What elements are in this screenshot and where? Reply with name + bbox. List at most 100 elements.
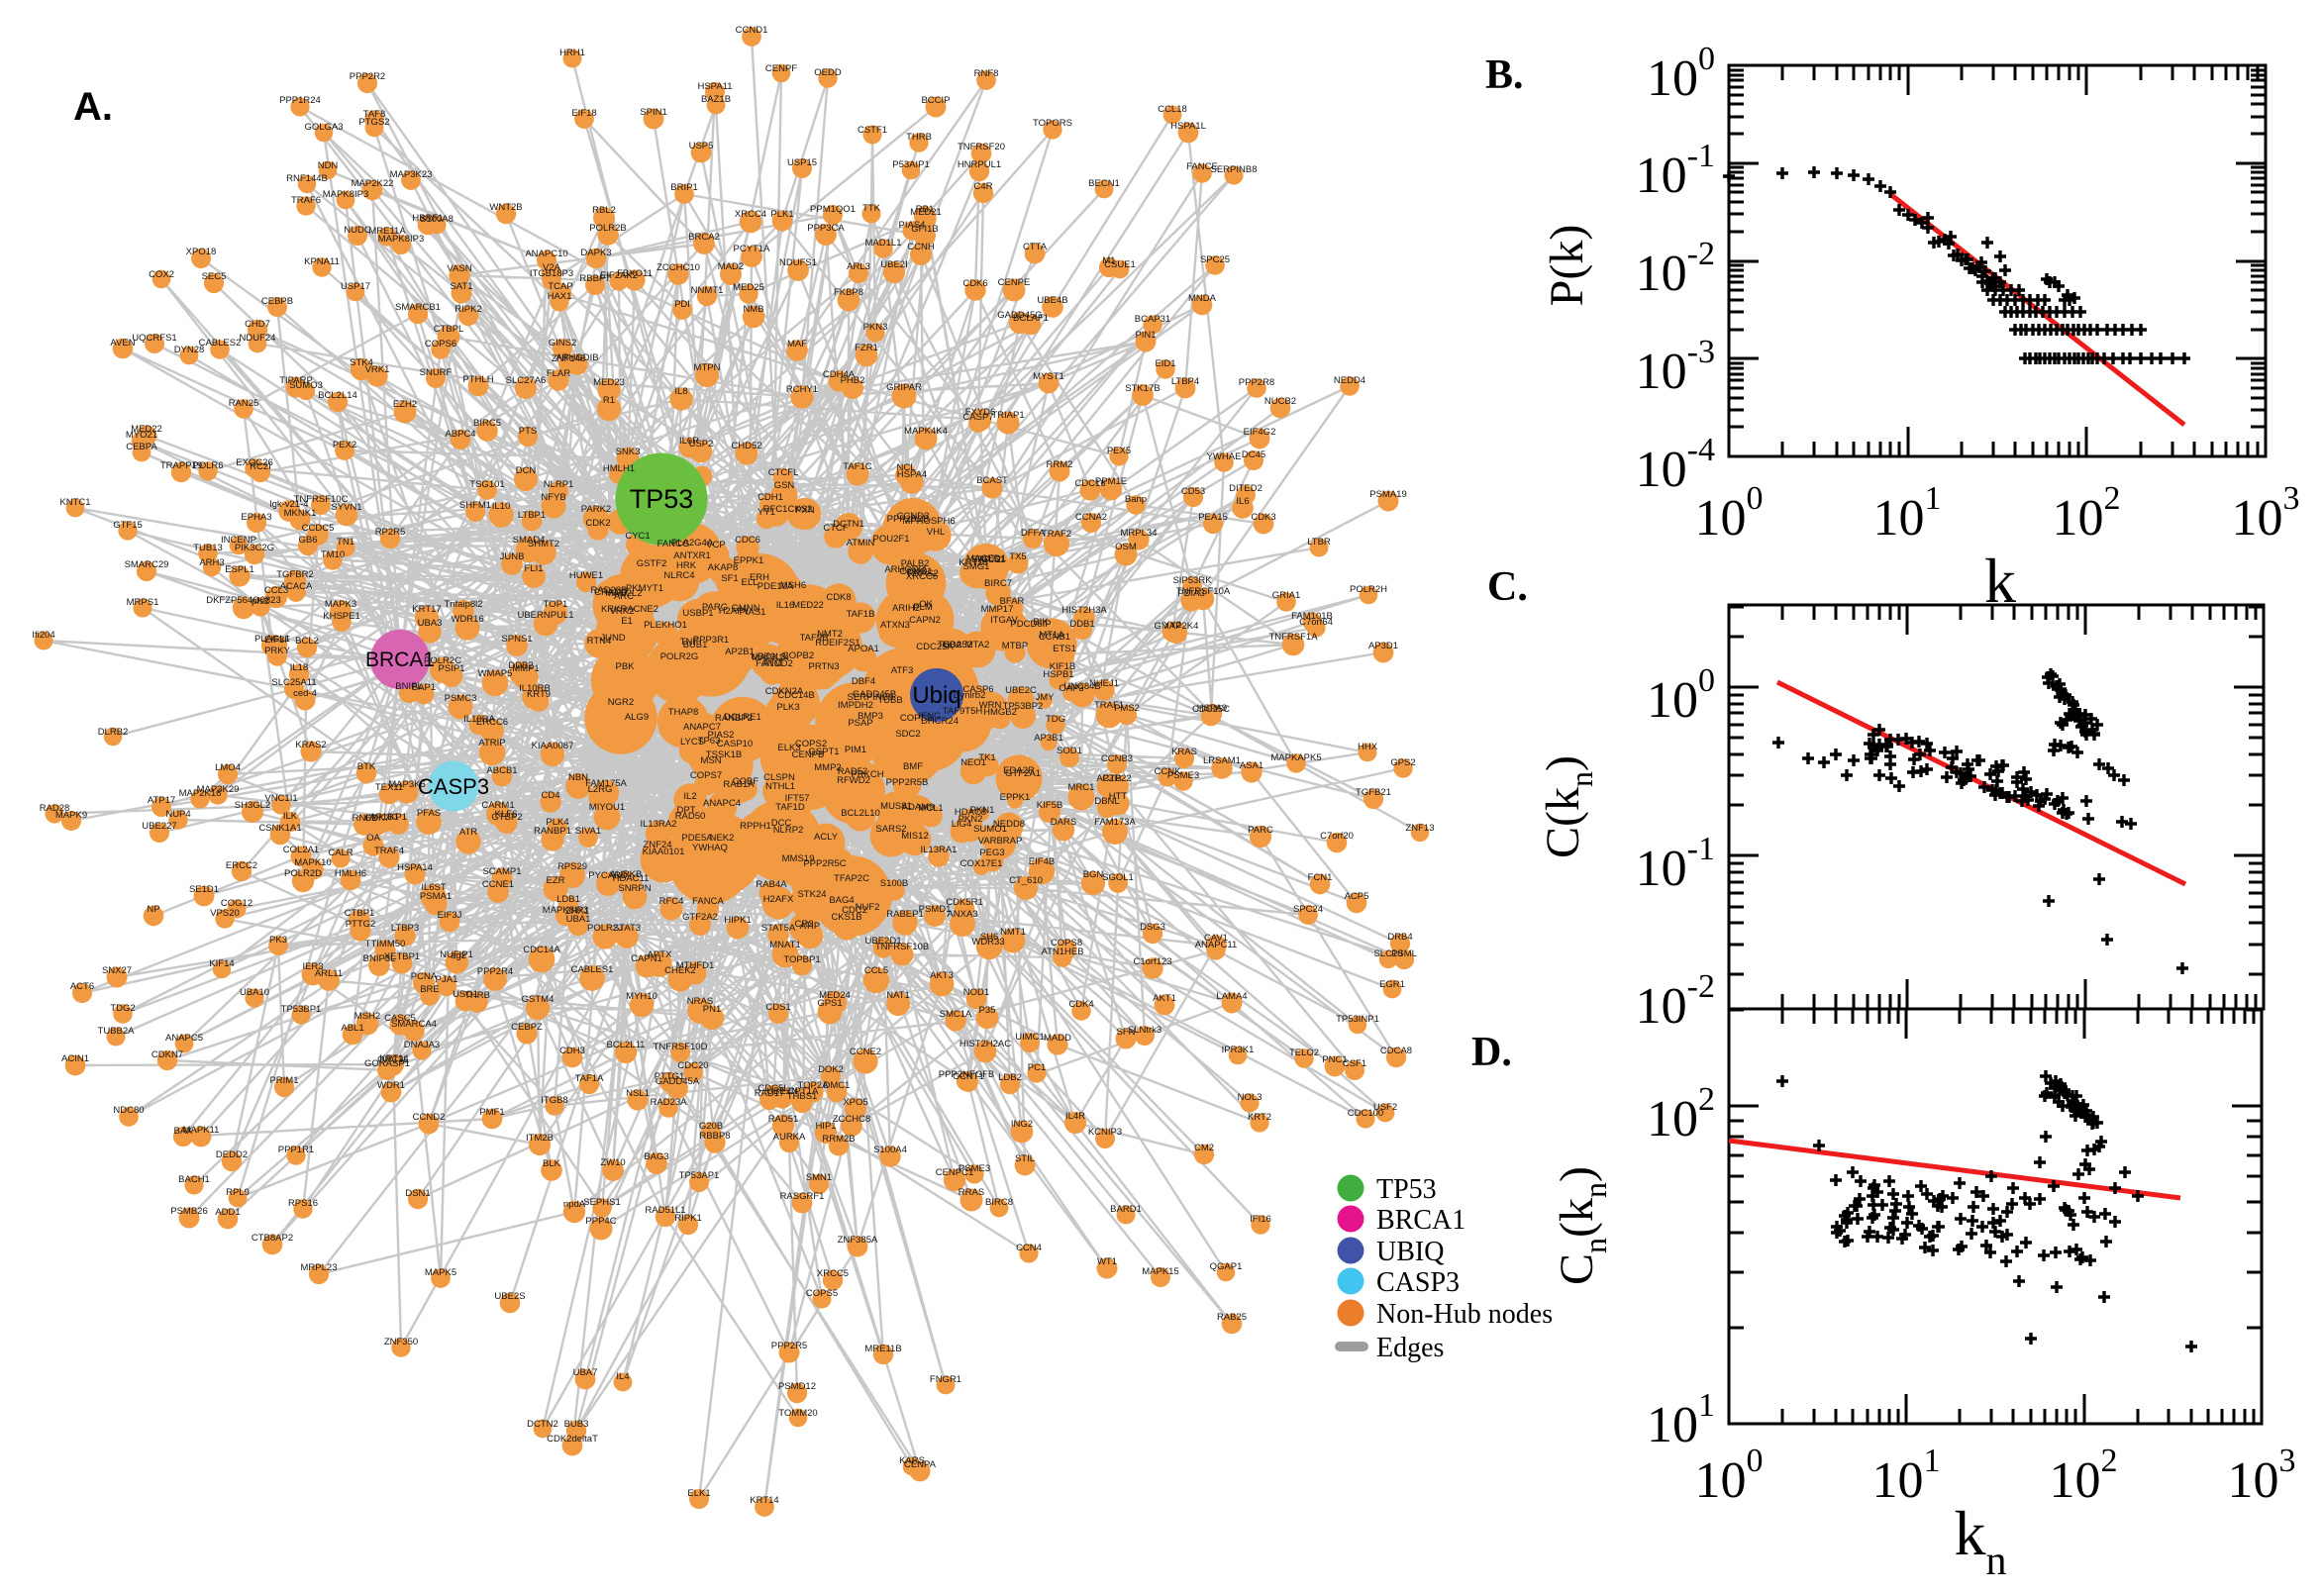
svg-text:B.: B.	[1485, 52, 1524, 98]
svg-text:CALR: CALR	[328, 848, 353, 858]
svg-text:FKBP8: FKBP8	[834, 287, 863, 298]
svg-text:NDN: NDN	[318, 160, 339, 171]
svg-text:BTK: BTK	[357, 761, 376, 772]
svg-text:NNMT1: NNMT1	[691, 285, 724, 296]
svg-text:SDC2: SDC2	[895, 729, 920, 740]
svg-text:PEX2: PEX2	[333, 440, 356, 450]
svg-text:JUNB: JUNB	[500, 551, 525, 562]
svg-text:POLR2G: POLR2G	[660, 651, 699, 662]
svg-text:MAPK8IP3: MAPK8IP3	[323, 189, 368, 200]
svg-text:COX17E1: COX17E1	[960, 858, 1003, 869]
svg-text:UBA52: UBA52	[943, 640, 972, 650]
svg-text:XRCC5: XRCC5	[817, 1268, 849, 1279]
svg-text:MTPN: MTPN	[694, 362, 721, 373]
svg-text:IL2: IL2	[683, 791, 696, 802]
svg-text:RBBP8: RBBP8	[699, 1131, 730, 1142]
svg-text:PSMA1: PSMA1	[420, 891, 452, 902]
svg-text:GADD45B: GADD45B	[853, 689, 896, 700]
svg-text:CSUE1: CSUE1	[1104, 259, 1136, 270]
svg-text:C1orf123: C1orf123	[1133, 956, 1171, 967]
svg-text:ARL11: ARL11	[315, 968, 343, 979]
svg-text:CDCA8: CDCA8	[1380, 1046, 1412, 1056]
svg-text:TUB13: TUB13	[193, 543, 223, 553]
svg-text:FBXO11: FBXO11	[617, 268, 653, 279]
svg-text:SNX27: SNX27	[102, 965, 132, 976]
svg-text:TDG: TDG	[1046, 714, 1065, 725]
svg-text:KRAS2: KRAS2	[295, 740, 326, 750]
svg-text:MAPK4K4: MAPK4K4	[904, 426, 948, 437]
svg-text:SERPINB8: SERPINB8	[1211, 164, 1258, 175]
svg-text:PIAS1: PIAS1	[740, 607, 766, 618]
svg-text:STK4: STK4	[350, 357, 373, 368]
svg-text:BAG3: BAG3	[644, 1151, 668, 1162]
svg-text:KRT9: KRT9	[527, 689, 551, 700]
svg-text:PPP2R5B: PPP2R5B	[886, 777, 929, 788]
svg-text:SGOL1: SGOL1	[1102, 872, 1134, 883]
svg-text:VNC1I1: VNC1I1	[264, 793, 297, 804]
svg-text:SRP72: SRP72	[971, 554, 1001, 565]
svg-text:TP53: TP53	[630, 484, 694, 514]
svg-text:YY2: YY2	[1163, 620, 1181, 631]
svg-text:IL6: IL6	[1236, 496, 1249, 507]
svg-text:MRPL34: MRPL34	[1121, 528, 1158, 539]
svg-text:BCL2: BCL2	[295, 636, 319, 647]
svg-text:HMGB2: HMGB2	[983, 707, 1017, 718]
svg-text:ABL1: ABL1	[341, 1023, 363, 1034]
svg-text:MIYOU1: MIYOU1	[589, 802, 625, 813]
svg-text:MTA2: MTA2	[965, 640, 990, 650]
svg-text:MAPK5: MAPK5	[425, 1267, 456, 1278]
svg-text:MAD2: MAD2	[718, 261, 744, 272]
svg-text:TEX11: TEX11	[375, 782, 403, 793]
svg-text:LTBP3: LTBP3	[391, 923, 419, 934]
svg-text:MAD1L1: MAD1L1	[865, 238, 902, 249]
svg-text:CHD7: CHD7	[245, 319, 270, 330]
svg-text:PRTN3: PRTN3	[809, 661, 840, 672]
svg-text:NEK2: NEK2	[710, 833, 735, 844]
svg-text:MMS19: MMS19	[782, 853, 815, 864]
svg-text:BRCA1: BRCA1	[365, 648, 435, 671]
svg-text:AVEN: AVEN	[110, 338, 135, 349]
svg-text:CDS1: CDS1	[765, 1002, 790, 1013]
svg-text:TIPARP: TIPARP	[279, 375, 313, 386]
svg-text:IL4R: IL4R	[1065, 1111, 1085, 1122]
svg-text:STAT5A: STAT5A	[761, 923, 796, 934]
svg-text:IL10: IL10	[492, 501, 511, 512]
svg-text:NEDD4: NEDD4	[1334, 375, 1365, 386]
svg-text:RBBP7: RBBP7	[579, 273, 610, 284]
svg-text:D.: D.	[1471, 1030, 1512, 1075]
svg-text:XPO18: XPO18	[186, 247, 217, 257]
svg-text:PPM1QO1: PPM1QO1	[810, 204, 856, 215]
svg-text:SUMO1: SUMO1	[973, 824, 1007, 835]
svg-text:ADAM9: ADAM9	[902, 802, 935, 813]
svg-text:CCNE2: CCNE2	[850, 1047, 881, 1057]
svg-text:EIF2AK2: EIF2AK2	[600, 270, 638, 281]
svg-text:NAT1: NAT1	[886, 990, 910, 1001]
svg-text:TRAPP19: TRAPP19	[160, 460, 202, 471]
svg-text:MRE11A: MRE11A	[368, 226, 406, 237]
svg-text:MAP3K5: MAP3K5	[388, 779, 426, 790]
svg-text:WNT2B: WNT2B	[489, 202, 522, 213]
svg-text:RASGRF1: RASGRF1	[780, 1191, 825, 1202]
svg-text:MED25: MED25	[733, 282, 764, 293]
svg-text:EGR1: EGR1	[1379, 979, 1405, 990]
svg-text:FNGR1: FNGR1	[930, 1374, 961, 1385]
svg-text:PC1: PC1	[1028, 1062, 1046, 1073]
svg-text:RFC4: RFC4	[659, 896, 684, 907]
svg-text:CDC20: CDC20	[677, 1060, 708, 1071]
svg-text:PALB2: PALB2	[901, 558, 930, 569]
svg-text:MUS81: MUS81	[880, 801, 912, 812]
svg-text:TRIAP1: TRIAP1	[991, 410, 1024, 421]
svg-text:CENPA: CENPA	[904, 1459, 937, 1470]
svg-text:XETBP1: XETBP1	[384, 951, 420, 962]
svg-text:USP17: USP17	[341, 281, 370, 292]
svg-text:YY1: YY1	[758, 507, 775, 518]
svg-text:TM10: TM10	[321, 549, 345, 560]
svg-text:BRCA2: BRCA2	[688, 232, 720, 243]
svg-text:TP53BP1: TP53BP1	[281, 1004, 322, 1015]
svg-text:TAF9T5H: TAF9T5H	[943, 706, 983, 717]
svg-text:OAP3: OAP3	[1059, 683, 1083, 694]
svg-text:PPP2R5C: PPP2R5C	[803, 858, 846, 869]
svg-text:NUFIP1: NUFIP1	[440, 949, 473, 960]
svg-text:RCHY1: RCHY1	[786, 384, 818, 395]
svg-text:GADD45A: GADD45A	[656, 1076, 700, 1087]
